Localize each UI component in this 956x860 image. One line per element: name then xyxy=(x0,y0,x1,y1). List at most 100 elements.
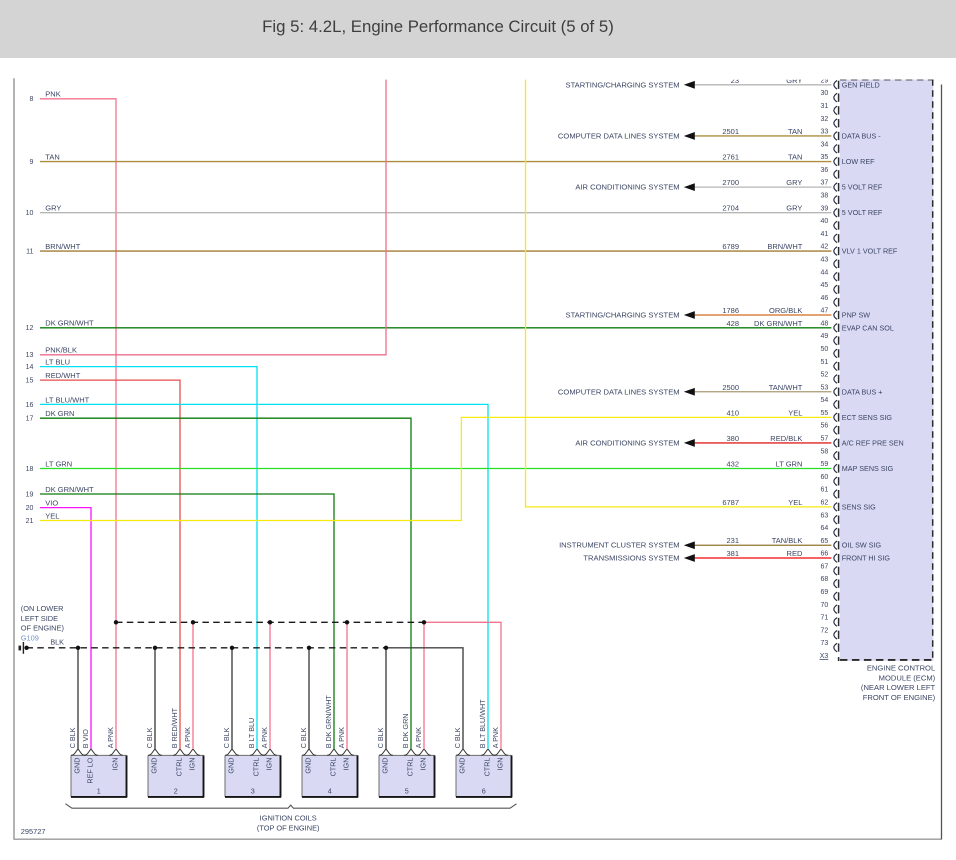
svg-text:LT BLU: LT BLU xyxy=(45,358,70,367)
svg-text:IGN: IGN xyxy=(265,758,274,771)
svg-text:44: 44 xyxy=(821,269,829,276)
svg-text:A/C REF PRE SEN: A/C REF PRE SEN xyxy=(842,438,904,447)
svg-text:YEL: YEL xyxy=(788,498,802,507)
svg-text:52: 52 xyxy=(821,372,829,379)
svg-text:EVAP CAN SOL: EVAP CAN SOL xyxy=(842,323,894,332)
svg-text:(TOP OF ENGINE): (TOP OF ENGINE) xyxy=(257,824,320,833)
svg-text:PNK/BLK: PNK/BLK xyxy=(45,346,77,355)
svg-text:12: 12 xyxy=(26,325,34,332)
svg-text:DK GRN/WHT: DK GRN/WHT xyxy=(45,319,94,328)
svg-text:MAP SENS SIG: MAP SENS SIG xyxy=(842,464,894,473)
svg-text:STARTING/CHARGING SYSTEM: STARTING/CHARGING SYSTEM xyxy=(566,311,680,320)
svg-text:73: 73 xyxy=(821,640,829,647)
svg-text:5 VOLT REF: 5 VOLT REF xyxy=(842,183,883,192)
svg-text:GND: GND xyxy=(304,758,313,774)
svg-text:IGN: IGN xyxy=(342,758,351,771)
svg-text:295727: 295727 xyxy=(21,827,46,836)
svg-text:16: 16 xyxy=(26,402,34,409)
svg-text:VIO: VIO xyxy=(45,499,58,508)
svg-text:COMPUTER DATA LINES SYSTEM: COMPUTER DATA LINES SYSTEM xyxy=(558,131,680,140)
svg-text:45: 45 xyxy=(821,282,829,289)
svg-text:C BLK: C BLK xyxy=(376,727,385,748)
svg-text:OIL SW SIG: OIL SW SIG xyxy=(842,541,882,550)
svg-text:TAN: TAN xyxy=(788,153,802,162)
svg-text:36: 36 xyxy=(821,167,829,174)
svg-text:47: 47 xyxy=(821,308,829,315)
svg-text:TAN/WHT: TAN/WHT xyxy=(769,383,803,392)
svg-text:X3: X3 xyxy=(820,653,829,660)
svg-text:CTRL: CTRL xyxy=(175,758,184,777)
svg-text:CTRL: CTRL xyxy=(406,758,415,777)
svg-text:40: 40 xyxy=(821,218,829,225)
svg-text:17: 17 xyxy=(26,416,34,423)
svg-text:37: 37 xyxy=(821,180,829,187)
svg-text:RED/BLK: RED/BLK xyxy=(770,434,802,443)
svg-text:14: 14 xyxy=(26,364,34,371)
svg-text:A PNK: A PNK xyxy=(491,727,500,748)
svg-text:5: 5 xyxy=(405,787,409,796)
svg-text:ORG/BLK: ORG/BLK xyxy=(769,306,802,315)
svg-text:34: 34 xyxy=(821,141,829,148)
svg-text:OF ENGINE): OF ENGINE) xyxy=(21,624,64,633)
svg-text:72: 72 xyxy=(821,627,829,634)
svg-text:IGNITION COILS: IGNITION COILS xyxy=(260,814,317,823)
svg-text:CTRL: CTRL xyxy=(483,758,492,777)
svg-text:DATA BUS +: DATA BUS + xyxy=(842,387,883,396)
svg-text:46: 46 xyxy=(821,295,829,302)
svg-text:2700: 2700 xyxy=(722,178,739,187)
svg-text:2761: 2761 xyxy=(722,153,739,162)
svg-text:TAN/BLK: TAN/BLK xyxy=(772,536,803,545)
svg-text:2: 2 xyxy=(174,787,178,796)
svg-text:INSTRUMENT CLUSTER SYSTEM: INSTRUMENT CLUSTER SYSTEM xyxy=(559,541,680,550)
svg-text:62: 62 xyxy=(821,499,829,506)
svg-text:1786: 1786 xyxy=(722,306,739,315)
svg-text:1: 1 xyxy=(97,787,101,796)
svg-text:19: 19 xyxy=(26,491,34,498)
svg-text:432: 432 xyxy=(726,460,739,469)
svg-text:54: 54 xyxy=(821,397,829,404)
svg-text:CTRL: CTRL xyxy=(252,758,261,777)
svg-text:49: 49 xyxy=(821,333,829,340)
svg-text:TAN: TAN xyxy=(45,152,59,161)
svg-text:A PNK: A PNK xyxy=(183,727,192,748)
svg-text:ENGINE CONTROL: ENGINE CONTROL xyxy=(867,664,935,673)
svg-text:6: 6 xyxy=(482,787,486,796)
svg-text:FRONT HI SIG: FRONT HI SIG xyxy=(842,554,891,563)
svg-text:51: 51 xyxy=(821,359,829,366)
svg-text:BLK: BLK xyxy=(50,637,64,646)
svg-text:8: 8 xyxy=(29,96,33,103)
svg-text:23: 23 xyxy=(731,76,739,85)
svg-text:55: 55 xyxy=(821,410,829,417)
svg-text:BRN/WHT: BRN/WHT xyxy=(45,242,80,251)
svg-text:59: 59 xyxy=(821,461,829,468)
svg-text:3: 3 xyxy=(251,787,255,796)
svg-text:38: 38 xyxy=(821,193,829,200)
svg-text:GRY: GRY xyxy=(786,76,802,85)
svg-text:231: 231 xyxy=(726,536,739,545)
svg-text:20: 20 xyxy=(26,505,34,512)
svg-text:VLV 1 VOLT REF: VLV 1 VOLT REF xyxy=(842,247,898,256)
svg-text:15: 15 xyxy=(26,378,34,385)
svg-text:30: 30 xyxy=(821,90,829,97)
svg-text:58: 58 xyxy=(821,448,829,455)
svg-text:C BLK: C BLK xyxy=(453,727,462,748)
svg-text:C BLK: C BLK xyxy=(299,727,308,748)
svg-text:B LT BLU/WHT: B LT BLU/WHT xyxy=(478,699,487,748)
svg-text:68: 68 xyxy=(821,576,829,583)
svg-text:GRY: GRY xyxy=(45,204,61,213)
svg-text:61: 61 xyxy=(821,487,829,494)
svg-text:GND: GND xyxy=(458,758,467,774)
svg-text:6787: 6787 xyxy=(722,498,739,507)
svg-text:41: 41 xyxy=(821,231,829,238)
svg-text:69: 69 xyxy=(821,589,829,596)
svg-text:A PNK: A PNK xyxy=(414,727,423,748)
svg-text:410: 410 xyxy=(726,408,739,417)
svg-text:428: 428 xyxy=(726,319,739,328)
svg-text:71: 71 xyxy=(821,615,829,622)
svg-text:G109: G109 xyxy=(21,634,39,643)
svg-text:65: 65 xyxy=(821,538,829,545)
svg-text:2704: 2704 xyxy=(722,204,739,213)
svg-text:2500: 2500 xyxy=(722,383,739,392)
svg-text:A PNK: A PNK xyxy=(337,727,346,748)
svg-text:42: 42 xyxy=(821,244,829,251)
